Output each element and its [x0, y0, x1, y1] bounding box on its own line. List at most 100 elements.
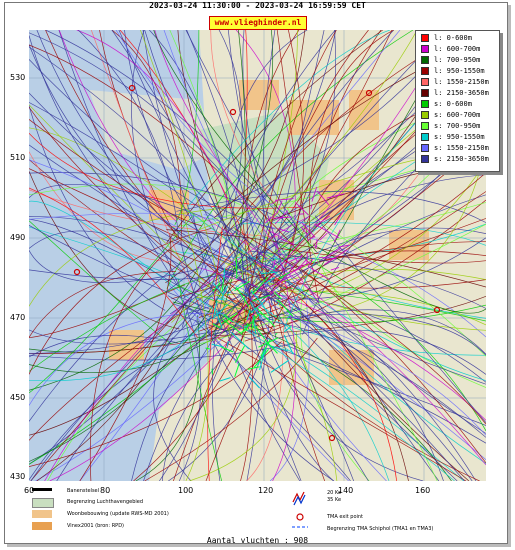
flight-track: [45, 30, 290, 227]
site-badge[interactable]: www.vlieghinder.nl: [209, 16, 307, 30]
departure-track: [334, 209, 345, 226]
legend-item: s: 600-700m: [421, 111, 480, 122]
approach-track: [230, 332, 250, 350]
flight-track: [29, 230, 185, 269]
noise-contour-icon: [292, 491, 306, 506]
flight-track: [323, 143, 486, 315]
map-key: Banenstelsel Begrenzing Luchthavengebied…: [30, 486, 500, 544]
flight-track: [195, 290, 486, 326]
map-key-label: Begrenzing TMA Schiphol (TMA1 en TMA3): [327, 526, 434, 532]
legend-item: l: 950-1550m: [421, 67, 485, 78]
approach-track: [252, 315, 257, 335]
legend-item: l: 0-600m: [421, 34, 472, 45]
legend-swatch: [421, 100, 429, 108]
flight-track: [29, 220, 172, 345]
approach-track: [256, 307, 276, 327]
y-tick: 470: [10, 313, 26, 322]
exit-point-icon: [296, 513, 304, 521]
flight-track: [277, 247, 486, 264]
flight-track: [239, 232, 486, 434]
approach-track: [260, 339, 271, 357]
flight-track: [144, 30, 244, 259]
departure-track: [310, 204, 313, 210]
approach-track: [277, 302, 280, 306]
departure-track: [306, 252, 308, 265]
flight-track: [124, 30, 226, 274]
flight-track: [29, 271, 176, 338]
flight-track: [143, 227, 298, 481]
flight-track: [249, 250, 486, 309]
legend-item: s: 2150-3650m: [421, 155, 489, 166]
approach-track: [212, 282, 224, 296]
flight-track: [29, 92, 280, 271]
flight-track: [171, 30, 418, 323]
flight-track: [29, 218, 233, 321]
tma-exit-point: [433, 306, 441, 314]
departure-track: [319, 232, 328, 241]
legend-item: l: 1550-2150m: [421, 78, 489, 89]
departure-track: [278, 228, 289, 233]
legend-item: s: 700-950m: [421, 122, 480, 133]
flight-track: [180, 241, 335, 481]
legend-item: s: 0-600m: [421, 100, 472, 111]
flight-track: [30, 254, 234, 481]
map-key-label: TMA exit point: [327, 514, 364, 520]
x-tick: 120: [258, 486, 274, 495]
flight-track: [76, 30, 240, 235]
departure-track: [311, 186, 318, 202]
approach-track: [211, 304, 229, 320]
x-tick: 100: [178, 486, 194, 495]
flight-track: [240, 30, 337, 344]
flight-track: [29, 32, 286, 255]
map-key-label: 20 Ke: [327, 490, 342, 496]
departure-track: [276, 200, 283, 213]
departure-track: [267, 229, 282, 238]
legend-swatch: [421, 144, 429, 152]
approach-track: [234, 362, 240, 378]
departure-track: [333, 229, 341, 243]
departure-track: [264, 211, 278, 224]
housing-swatch: [32, 510, 52, 518]
flight-track: [180, 30, 401, 299]
approach-track: [212, 323, 222, 329]
flight-track: [305, 304, 409, 481]
flight-track: [29, 255, 304, 372]
legend-swatch: [421, 34, 429, 42]
flight-track: [234, 287, 390, 481]
approach-track: [268, 345, 289, 352]
flight-track: [189, 331, 297, 481]
approach-track: [275, 332, 278, 335]
flight-track: [163, 30, 316, 308]
flight-track: [195, 297, 455, 481]
approach-track: [252, 294, 271, 302]
flight-track: [197, 266, 486, 421]
departure-track: [314, 223, 339, 239]
approach-track: [264, 277, 275, 285]
approach-track: [247, 366, 260, 370]
flight-track: [29, 184, 203, 218]
flight-track: [29, 159, 310, 319]
flight-track: [260, 30, 369, 272]
approach-track: [277, 299, 294, 317]
departure-track: [256, 261, 276, 272]
approach-track: [251, 315, 256, 329]
tma-exit-point: [73, 268, 81, 276]
flight-track: [29, 315, 213, 382]
airport-boundary-swatch: [32, 498, 54, 508]
flight-track: [115, 30, 316, 231]
legend-swatch: [421, 45, 429, 53]
approach-track: [250, 300, 266, 314]
approach-track: [246, 309, 251, 321]
flight-track: [273, 174, 486, 256]
flight-track: [29, 151, 171, 262]
legend-item: l: 2150-3650m: [421, 89, 489, 100]
departure-track: [301, 222, 316, 238]
flight-track: [300, 277, 370, 481]
flight-track: [153, 30, 317, 253]
flight-track: [273, 299, 326, 481]
map-key-label: 35 Ke: [327, 497, 342, 503]
flight-track: [153, 337, 192, 481]
legend-swatch: [421, 122, 429, 130]
flight-track: [49, 255, 303, 481]
flight-track: [176, 284, 486, 323]
